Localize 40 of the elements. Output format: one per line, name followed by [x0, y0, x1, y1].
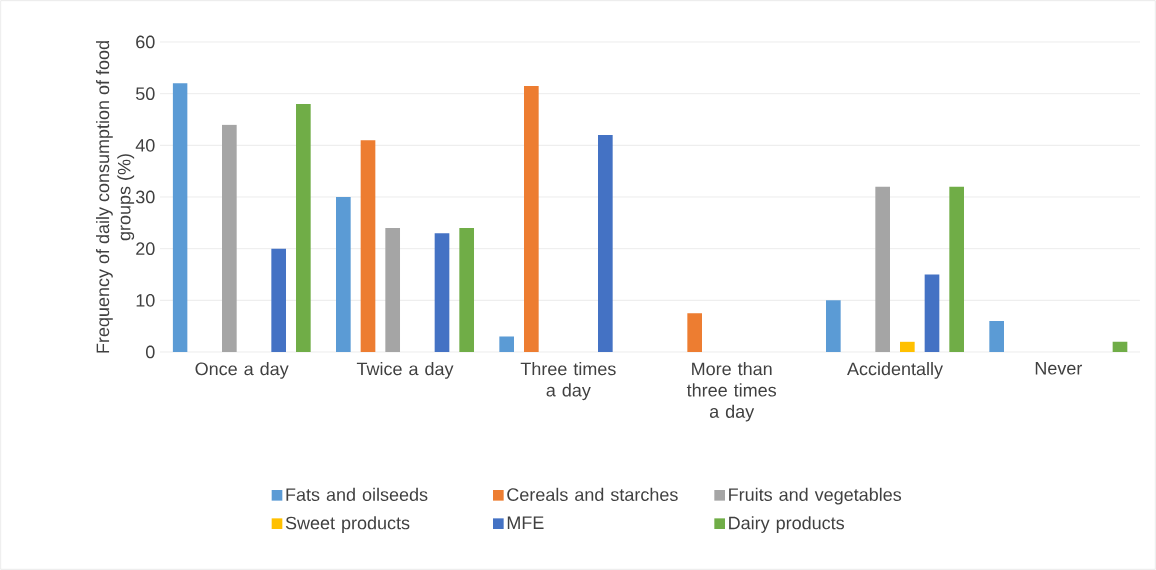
- x-tick-label: Twice a day: [356, 362, 454, 379]
- y-tick-label: 20: [136, 242, 155, 256]
- x-tick-label: Three times a day: [520, 362, 616, 401]
- bar: [271, 248, 287, 352]
- bar: [875, 186, 890, 352]
- bar: [949, 186, 964, 352]
- bar: [360, 140, 376, 352]
- bar: [989, 320, 1004, 352]
- y-axis-title: Frequency of daily consumption of food groups (%): [96, 41, 135, 353]
- bar: [524, 85, 539, 352]
- legend-label: Fruits and vegetables: [729, 487, 902, 505]
- x-tick-label: Accidentally: [847, 362, 943, 379]
- bar: [296, 103, 311, 352]
- legend-label: Cereals and starches: [507, 487, 678, 501]
- bar: [499, 336, 515, 352]
- bar: [385, 227, 401, 352]
- y-tick-label: 50: [135, 87, 155, 101]
- x-tick-label: More than three times a day: [686, 362, 777, 422]
- legend-label: Fats and oilseeds: [286, 487, 428, 501]
- legend-label: Sweet products: [285, 516, 410, 533]
- legend-label: MFE: [507, 516, 544, 529]
- bar: [336, 196, 351, 352]
- bar: [900, 341, 915, 352]
- y-tick-label: 0: [146, 345, 155, 359]
- bar: [1112, 341, 1128, 352]
- y-tick-label: 60: [136, 35, 155, 49]
- bar: [434, 233, 450, 352]
- bar: [172, 83, 188, 352]
- y-tick-label: 30: [135, 190, 155, 204]
- y-tick-label: 10: [136, 293, 155, 307]
- bar: [222, 124, 237, 352]
- x-tick-label: Never: [1035, 362, 1083, 375]
- bar: [826, 300, 841, 352]
- y-tick-label: 40: [135, 138, 155, 152]
- x-tick-label: Once a day: [195, 362, 289, 379]
- bar: [598, 134, 613, 352]
- bar: [459, 227, 475, 352]
- bar: [687, 313, 702, 352]
- legend-label: Dairy products: [729, 516, 845, 533]
- bar: [924, 274, 940, 352]
